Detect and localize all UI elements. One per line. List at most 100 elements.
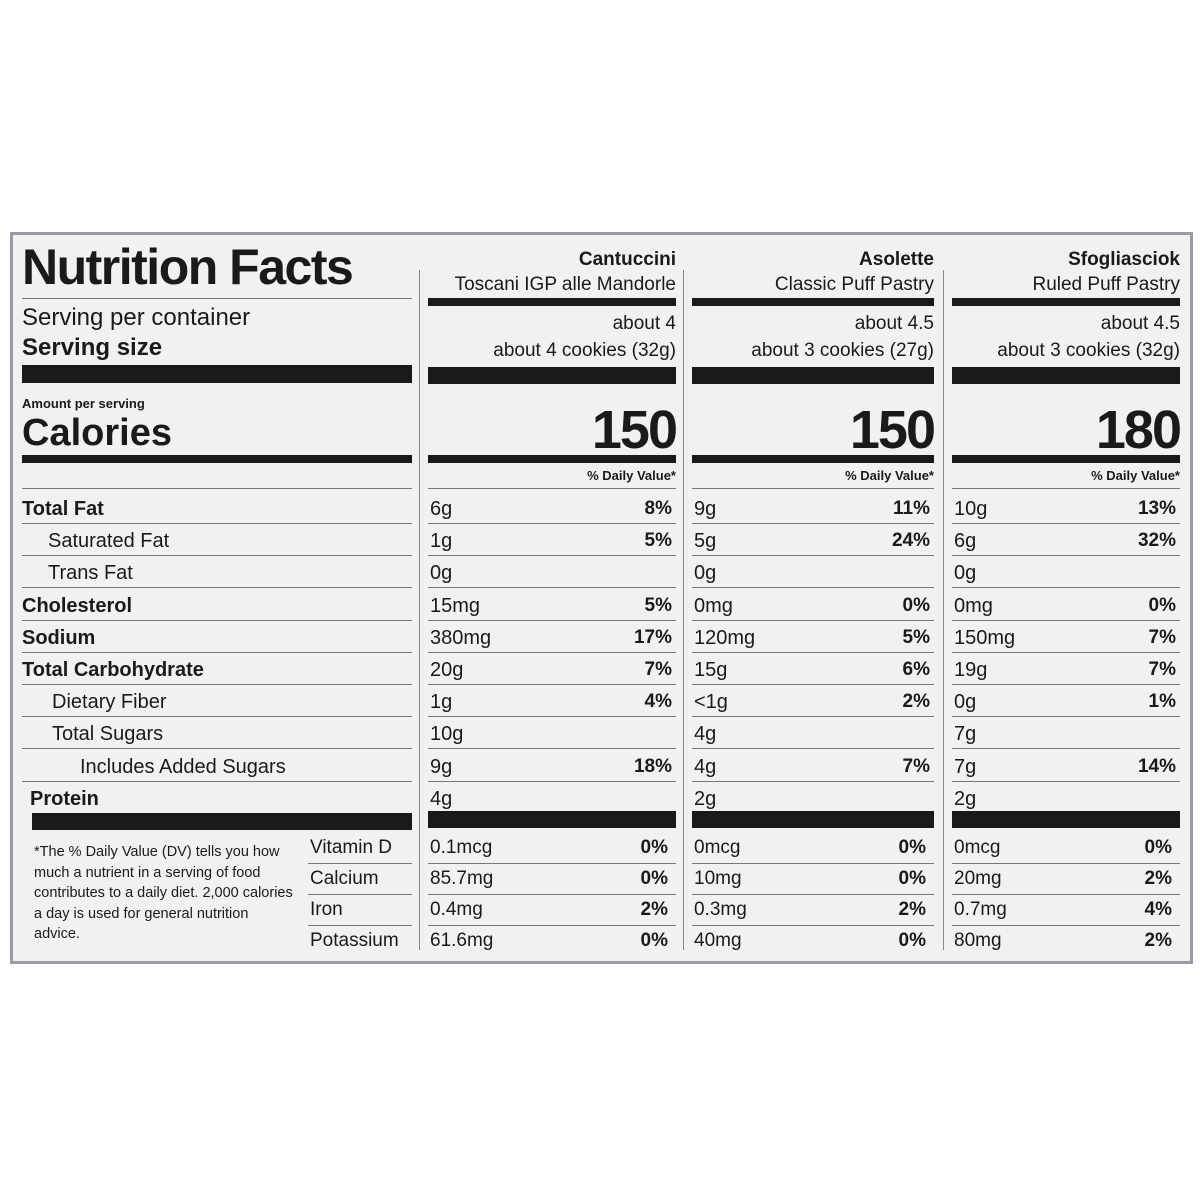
vertical-divider	[683, 270, 684, 950]
daily-value: 4%	[644, 691, 672, 713]
nutrient-amount: 15mg	[430, 594, 481, 617]
rule-line	[952, 488, 1180, 489]
rule-line	[692, 488, 934, 489]
nutrient-label: Trans Fat	[48, 562, 133, 585]
rule-line	[428, 555, 676, 557]
amount-per-serving: Amount per serving	[22, 396, 145, 411]
calories-value: 150	[591, 400, 678, 460]
rule-line	[428, 780, 676, 782]
nutrient-amount: 20g	[430, 659, 464, 681]
vitamin-amount: 0mcg	[694, 837, 741, 858]
nutrient-amount: 0mg	[954, 594, 993, 617]
serving-size: about 3 cookies (27g)	[751, 340, 934, 361]
rule-line	[22, 748, 412, 750]
daily-value: 7%	[644, 659, 672, 680]
serving-size: about 3 cookies (32g)	[997, 340, 1180, 361]
rule-line	[308, 925, 412, 926]
rule-line	[952, 619, 1180, 621]
daily-value: 5%	[644, 594, 672, 616]
vitamin-label: Calcium	[310, 868, 379, 889]
nutrient-amount: 6g	[430, 498, 453, 520]
rule-line	[428, 587, 676, 589]
rule-bar	[952, 455, 1180, 463]
rule-line	[22, 488, 412, 489]
rule-line	[428, 894, 676, 895]
serving-per-container-label: Serving per container	[22, 304, 251, 331]
rule-line	[22, 716, 412, 718]
rule-line	[428, 619, 676, 621]
rule-line	[22, 684, 412, 685]
nutrient-amount: 7g	[954, 723, 977, 746]
vitamin-label: Iron	[310, 899, 343, 920]
rule-line	[428, 925, 676, 926]
nutrient-amount: 0mg	[694, 594, 733, 617]
rule-line	[952, 587, 1180, 589]
rule-line	[692, 587, 934, 589]
rule-line	[428, 488, 676, 489]
daily-value: 1%	[1148, 691, 1176, 713]
rule-bar	[428, 298, 676, 306]
rule-line	[22, 555, 412, 557]
rule-bar	[952, 367, 1180, 384]
rule-bar	[32, 813, 412, 830]
daily-value: 7%	[1148, 626, 1176, 648]
rule-bar	[428, 367, 676, 384]
vitamin-amount: 40mg	[694, 930, 742, 951]
nutrient-amount: 4g	[430, 787, 453, 810]
calories-value: 150	[849, 400, 936, 460]
rule-bar	[692, 367, 934, 384]
rule-line	[692, 523, 934, 524]
daily-value: 0%	[1148, 594, 1176, 616]
calories-label: Calories	[22, 412, 172, 454]
rule-line	[952, 863, 1180, 864]
rule-bar	[22, 455, 412, 463]
vitamin-label: Vitamin D	[310, 837, 393, 858]
vitamin-daily-value: 0%	[898, 837, 926, 858]
daily-value: 13%	[1137, 498, 1176, 519]
rule-line	[952, 716, 1180, 718]
vitamin-daily-value: 2%	[1144, 930, 1172, 951]
nutrient-amount: 1g	[430, 530, 453, 553]
vitamin-amount: 0.3mg	[694, 899, 747, 920]
product-subtitle: Ruled Puff Pastry	[1032, 274, 1180, 295]
rule-bar	[428, 811, 676, 828]
vitamin-amount: 20mg	[954, 868, 1002, 889]
rule-line	[308, 894, 412, 895]
vitamin-daily-value: 2%	[1144, 868, 1172, 889]
nutrient-amount: 9g	[694, 498, 717, 520]
nutrient-amount: 0g	[954, 562, 977, 585]
vitamin-amount: 85.7mg	[430, 868, 494, 889]
calories-value: 180	[1095, 400, 1182, 460]
rule-bar	[22, 365, 412, 383]
daily-value: 6%	[902, 659, 930, 680]
vitamin-daily-value: 0%	[640, 930, 668, 951]
rule-line	[952, 555, 1180, 557]
rule-line	[692, 925, 934, 926]
rule-line	[22, 651, 412, 653]
vitamin-daily-value: 2%	[898, 899, 926, 920]
rule-bar	[692, 298, 934, 306]
daily-value-header: % Daily Value*	[845, 468, 934, 483]
rule-line	[428, 716, 676, 718]
rule-line	[952, 651, 1180, 653]
rule-line	[692, 748, 934, 750]
rule-line	[692, 651, 934, 653]
rule-line	[22, 523, 412, 524]
nutrient-amount: 4g	[694, 755, 717, 778]
nutrient-label: Includes Added Sugars	[80, 755, 286, 778]
rule-line	[428, 863, 676, 864]
rule-line	[22, 587, 412, 589]
nutrient-amount: 9g	[430, 755, 453, 778]
rule-line	[692, 716, 934, 718]
rule-line	[692, 894, 934, 895]
rule-line	[22, 619, 412, 621]
rule-line	[428, 748, 676, 750]
vitamin-daily-value: 0%	[1144, 837, 1172, 858]
rule-line	[952, 780, 1180, 782]
daily-value: 17%	[633, 626, 672, 648]
rule-line	[428, 651, 676, 653]
nutrient-amount: 5g	[694, 530, 717, 553]
vitamin-amount: 0.7mg	[954, 899, 1007, 920]
nutrient-amount: 6g	[954, 530, 977, 553]
